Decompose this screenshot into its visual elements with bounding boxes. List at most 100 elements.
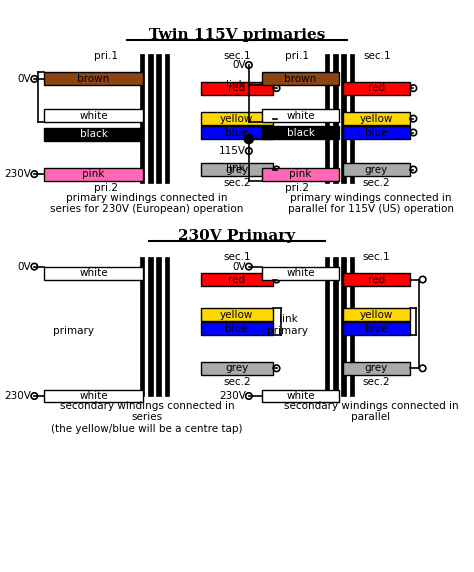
Text: sec.1: sec.1 bbox=[223, 252, 251, 263]
Text: secondary windings connected in
series
(the yellow/blue will be a centre tap): secondary windings connected in series (… bbox=[51, 400, 243, 434]
Text: primary windings connected in
parallel for 115V (US) operation: primary windings connected in parallel f… bbox=[288, 193, 454, 214]
Bar bbox=[201, 322, 273, 335]
Text: pri.2: pri.2 bbox=[285, 183, 309, 193]
Bar bbox=[201, 82, 273, 94]
Text: grey: grey bbox=[365, 363, 388, 374]
Text: link: link bbox=[227, 162, 245, 173]
Bar bbox=[333, 257, 337, 396]
Text: sec.1: sec.1 bbox=[223, 51, 251, 61]
Bar bbox=[343, 163, 410, 176]
Text: secondary windings connected in
parallel: secondary windings connected in parallel bbox=[283, 400, 458, 422]
Text: yellow: yellow bbox=[220, 114, 254, 124]
Text: sec.1: sec.1 bbox=[363, 252, 390, 263]
Text: 0V: 0V bbox=[232, 261, 246, 272]
Bar bbox=[201, 112, 273, 125]
Text: blue: blue bbox=[226, 324, 248, 333]
Text: grey: grey bbox=[225, 363, 248, 374]
Bar bbox=[44, 267, 144, 280]
Text: pink: pink bbox=[290, 169, 312, 179]
Text: 115V: 115V bbox=[219, 146, 246, 156]
Bar bbox=[44, 73, 144, 85]
Text: sec.2: sec.2 bbox=[223, 178, 251, 188]
Bar bbox=[44, 109, 144, 122]
Text: 0V: 0V bbox=[232, 60, 246, 70]
Text: red: red bbox=[228, 83, 246, 93]
Text: link: link bbox=[227, 81, 245, 90]
Text: 230V: 230V bbox=[4, 169, 31, 179]
Text: primary: primary bbox=[53, 326, 94, 336]
Bar bbox=[44, 390, 144, 403]
Text: red: red bbox=[368, 83, 385, 93]
Bar bbox=[343, 273, 410, 286]
Text: black: black bbox=[80, 129, 108, 140]
Bar bbox=[262, 73, 339, 85]
Bar bbox=[44, 168, 144, 181]
Bar bbox=[164, 54, 169, 184]
Text: pri.1: pri.1 bbox=[285, 51, 309, 61]
Bar bbox=[343, 82, 410, 94]
Text: brown: brown bbox=[77, 74, 109, 84]
Bar bbox=[333, 54, 337, 184]
Bar bbox=[140, 54, 145, 184]
Bar bbox=[201, 163, 273, 176]
Bar bbox=[201, 273, 273, 286]
Text: white: white bbox=[79, 391, 108, 401]
Bar bbox=[343, 126, 410, 139]
Text: grey: grey bbox=[225, 165, 248, 174]
Bar bbox=[343, 308, 410, 321]
Bar bbox=[341, 54, 346, 184]
Bar bbox=[164, 257, 169, 396]
Text: 0V: 0V bbox=[17, 261, 31, 272]
Circle shape bbox=[244, 134, 254, 144]
Text: brown: brown bbox=[284, 74, 317, 84]
Text: sec.1: sec.1 bbox=[364, 51, 391, 61]
Text: sec.2: sec.2 bbox=[223, 377, 251, 387]
Bar bbox=[148, 257, 153, 396]
Text: blue: blue bbox=[365, 324, 388, 333]
Text: yellow: yellow bbox=[220, 309, 254, 320]
Text: 230V Primary: 230V Primary bbox=[178, 229, 295, 243]
Bar bbox=[325, 257, 329, 396]
Bar bbox=[148, 54, 153, 184]
Text: yellow: yellow bbox=[360, 114, 393, 124]
Text: 230V: 230V bbox=[219, 391, 246, 401]
Text: white: white bbox=[286, 391, 315, 401]
Text: white: white bbox=[286, 111, 315, 121]
Bar bbox=[262, 390, 339, 403]
Text: primary windings connected in
series for 230V (European) operation: primary windings connected in series for… bbox=[50, 193, 244, 214]
Bar bbox=[201, 362, 273, 375]
Bar bbox=[343, 112, 410, 125]
Bar bbox=[262, 168, 339, 181]
Text: white: white bbox=[79, 268, 108, 278]
Text: pink: pink bbox=[82, 169, 105, 179]
Bar bbox=[156, 54, 161, 184]
Text: sec.2: sec.2 bbox=[363, 178, 390, 188]
Bar bbox=[343, 322, 410, 335]
Bar bbox=[201, 308, 273, 321]
Text: pri.2: pri.2 bbox=[93, 183, 118, 193]
Bar bbox=[262, 126, 339, 139]
Bar bbox=[44, 128, 144, 141]
Text: white: white bbox=[286, 268, 315, 278]
Text: 230V: 230V bbox=[4, 391, 31, 401]
Text: red: red bbox=[228, 275, 246, 284]
Text: primary: primary bbox=[267, 326, 308, 336]
Text: grey: grey bbox=[365, 165, 388, 174]
Bar bbox=[325, 54, 329, 184]
Text: sec.2: sec.2 bbox=[363, 377, 390, 387]
Text: 0V: 0V bbox=[17, 74, 31, 84]
Bar bbox=[156, 257, 161, 396]
Bar bbox=[201, 126, 273, 139]
Text: red: red bbox=[368, 275, 385, 284]
Text: yellow: yellow bbox=[360, 309, 393, 320]
Text: white: white bbox=[79, 111, 108, 121]
Text: blue: blue bbox=[226, 128, 248, 137]
Text: Twin 115V primaries: Twin 115V primaries bbox=[149, 29, 325, 42]
Text: blue: blue bbox=[365, 128, 388, 137]
Text: pri.1: pri.1 bbox=[93, 51, 118, 61]
Bar bbox=[350, 257, 354, 396]
Text: black: black bbox=[287, 128, 315, 137]
Bar bbox=[140, 257, 145, 396]
Bar bbox=[343, 362, 410, 375]
Bar bbox=[350, 54, 354, 184]
